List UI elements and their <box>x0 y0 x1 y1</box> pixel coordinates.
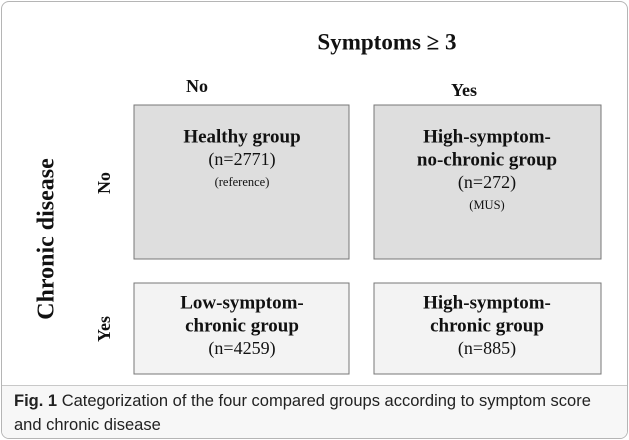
caption-label: Fig. 1 <box>14 392 58 410</box>
group-name: chronic group <box>185 315 299 336</box>
cell-box <box>133 282 350 375</box>
cell-box <box>373 104 602 260</box>
row-header: Yes <box>94 316 114 342</box>
group-count: (n=885) <box>458 338 516 359</box>
group-name: Low-symptom- <box>180 292 304 313</box>
group-count: (n=4259) <box>208 338 275 359</box>
row-header: No <box>94 172 114 194</box>
group-note: (reference) <box>215 175 270 189</box>
group-name: High-symptom- <box>423 126 551 147</box>
group-name: chronic group <box>430 315 544 336</box>
caption-text: Categorization of the four compared grou… <box>14 392 591 434</box>
column-header: No <box>186 76 208 96</box>
group-note: (MUS) <box>469 198 504 212</box>
group-name: High-symptom- <box>423 292 551 313</box>
cell-box <box>373 282 602 375</box>
title: Symptoms ≥ 3 <box>317 29 456 54</box>
group-name: Healthy group <box>183 126 300 147</box>
column-header: Yes <box>451 80 477 100</box>
caption: Fig. 1 Categorization of the four compar… <box>2 385 627 438</box>
group-name: no-chronic group <box>417 149 557 170</box>
group-count: (n=272) <box>458 172 516 193</box>
diagram: Symptoms ≥ 3 No Yes Chronic disease No Y… <box>34 29 602 375</box>
group-count: (n=2771) <box>208 149 275 170</box>
cell-box <box>133 104 350 260</box>
row-axis-label: Chronic disease <box>34 158 60 320</box>
